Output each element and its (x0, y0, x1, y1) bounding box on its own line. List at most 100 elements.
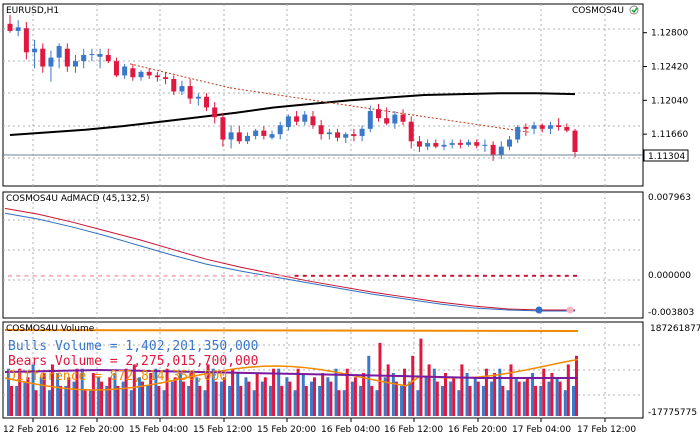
volume-orange-line (4, 358, 579, 391)
candle-body (113, 61, 119, 76)
macd-histogram-bar (409, 274, 414, 277)
macd-histogram-bar (458, 274, 463, 277)
macd-histogram-bar (147, 274, 152, 277)
candle-body (506, 139, 512, 147)
macd-histogram-bar (384, 274, 389, 277)
bulls-bar (121, 381, 125, 416)
bears-bar (190, 373, 194, 416)
macd-histogram-bar (474, 274, 479, 277)
bulls-bar (23, 381, 27, 416)
candle-body (195, 96, 201, 99)
candle-body (220, 117, 226, 140)
bears-bar (452, 377, 456, 416)
time-label: 16 Feb 12:00 (384, 425, 443, 435)
candle-body (425, 143, 431, 147)
bulls-bar (72, 381, 76, 416)
macd-histogram-bar (65, 274, 70, 277)
bulls-bar (563, 390, 567, 416)
candle-body (457, 143, 463, 145)
candle-body (515, 127, 521, 140)
indicator-badge[interactable]: COSMOS4U (572, 5, 639, 16)
bulls-bar (440, 385, 444, 416)
bears-bar (321, 373, 325, 416)
macd-histogram-bar (401, 274, 406, 277)
candle-body (15, 27, 21, 31)
bulls-bar (301, 373, 305, 416)
bears-bar (353, 377, 357, 416)
macd-histogram-bar (450, 274, 455, 277)
candle-body (384, 118, 390, 124)
trend-line (229, 87, 531, 133)
bulls-bar (260, 381, 264, 416)
candle-body (277, 125, 283, 135)
bears-bar (280, 385, 284, 416)
bears-bar (75, 368, 79, 416)
macd-histogram-bar (8, 274, 12, 277)
macd-histogram-bar (433, 274, 438, 277)
bears-bar (312, 377, 316, 416)
signal-line (4, 212, 575, 312)
bulls-bar (326, 377, 330, 416)
bears-bar (378, 342, 382, 416)
candle-body (285, 116, 291, 128)
candle-body (212, 107, 218, 118)
bulls-bar (219, 381, 223, 416)
macd-histogram-bar (57, 274, 62, 277)
macd-histogram-bar (81, 274, 86, 277)
macd-histogram-bar (548, 274, 553, 277)
bulls-bar (113, 373, 117, 416)
macd-histogram-bar (89, 274, 94, 277)
bulls-bar (31, 364, 35, 416)
bears-bar (460, 364, 464, 416)
bears-bar (288, 381, 292, 416)
bears-bar (550, 373, 554, 416)
macd-histogram-bar (270, 274, 275, 277)
macd-histogram-bar (48, 274, 53, 277)
macd-histogram-bar (212, 274, 217, 277)
bulls-bar (162, 390, 166, 416)
bulls-bar (367, 355, 371, 416)
macd-histogram-bar (220, 274, 225, 277)
moving-average-line (9, 92, 576, 137)
bulls-volume-text: Bulls Volume = 1,402,201,350,000 (8, 339, 258, 354)
bears-bar (132, 364, 136, 416)
price-panel-frame (2, 3, 644, 187)
axis-tick-label: -17775775 (648, 408, 697, 418)
candle-body (64, 48, 70, 67)
candle-body (138, 71, 144, 78)
bulls-bar (465, 373, 469, 416)
bulls-bar (154, 368, 158, 416)
candle-body (351, 134, 357, 136)
bears-bar (427, 364, 431, 416)
bulls-bar (56, 373, 60, 416)
macd-histogram-bar (106, 274, 111, 277)
bears-bar (42, 373, 46, 416)
bulls-bar (244, 377, 248, 416)
bears-bar (484, 368, 488, 416)
candle-body (375, 109, 381, 119)
candle-body (73, 61, 79, 67)
bulls-bar (432, 368, 436, 416)
macd-histogram-bar (351, 274, 356, 277)
macd-histogram-bar (441, 274, 446, 277)
bulls-bar (15, 385, 19, 416)
bulls-bar (391, 373, 395, 416)
bears-bar (476, 381, 480, 416)
macd-histogram-bar (278, 274, 283, 277)
candle-body (310, 116, 316, 126)
bulls-bar (88, 390, 92, 416)
badge-icon (629, 5, 639, 15)
candle-body (130, 68, 136, 78)
macd-line (4, 207, 575, 311)
bears-bar (214, 381, 218, 416)
bulls-bar (318, 385, 322, 416)
bulls-bar (228, 385, 232, 416)
candle-body (359, 128, 365, 136)
bulls-bar (539, 385, 543, 416)
bears-bar (329, 381, 333, 416)
candle-body (539, 125, 545, 129)
bulls-bar (400, 385, 404, 416)
macd-histogram-bar (392, 274, 397, 277)
macd-histogram-bar (507, 274, 512, 277)
bulls-bar (285, 377, 289, 416)
